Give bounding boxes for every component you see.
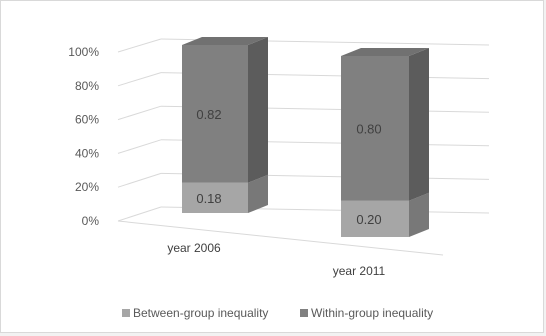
category-label: year 2011 [333,264,386,278]
y-tick-label: 60% [75,113,99,127]
y-tick-label: 100% [68,45,99,59]
y-tick-label: 80% [75,79,99,93]
y-tick-label: 0% [82,214,100,228]
bar-side [409,192,429,237]
gridline-side [117,172,162,188]
y-tick-label: 20% [75,180,99,194]
bar-segment [182,182,248,213]
data-label: 0.18 [196,191,221,206]
gridline-side [117,206,162,222]
bar-top [341,48,429,56]
legend-swatch [122,309,130,317]
bar-side [409,48,429,201]
y-tick-label: 40% [75,146,99,160]
gridline-side [117,72,162,87]
data-label: 0.82 [196,107,221,122]
legend-label: Within-group inequality [311,306,433,320]
gridline-side [117,139,162,154]
data-label: 0.80 [356,121,381,136]
legend-label: Between-group inequality [133,306,268,320]
category-label: year 2006 [167,241,221,255]
data-label: 0.20 [356,212,381,227]
floor-edge [117,220,444,256]
legend-swatch [300,309,308,317]
bar-top [182,37,268,45]
bar-side [248,37,268,183]
gridline-side [117,38,162,53]
bar-side [248,174,268,213]
bar-segment [341,200,409,237]
gridline-side [117,105,162,121]
bar-segment [182,45,248,183]
bar-segment [341,56,409,201]
